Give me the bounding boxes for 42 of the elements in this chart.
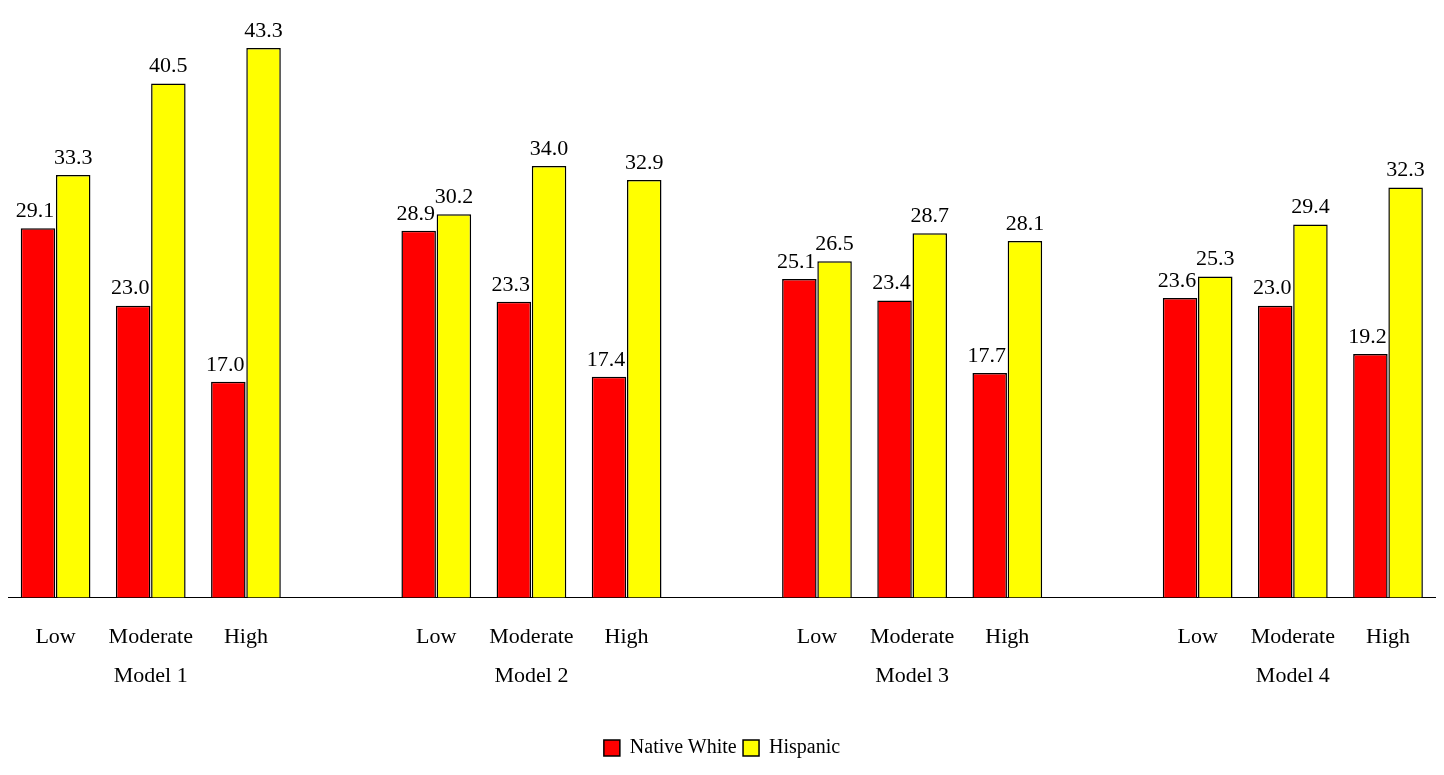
data-label: 23.0 (110, 274, 150, 300)
legend-label: Hispanic (769, 735, 841, 759)
data-label: 34.0 (529, 134, 569, 160)
legend-label: Native White (629, 735, 737, 758)
data-label: 23.0 (1252, 274, 1292, 300)
x-tick-label: Low (796, 622, 838, 648)
data-label: 29.4 (1291, 193, 1330, 219)
x-tick-label: High (1366, 622, 1410, 648)
data-label: 23.6 (1157, 266, 1197, 292)
x-tick-label: Moderate (1250, 622, 1335, 648)
text: Model 3 (875, 662, 950, 688)
data-label: 29.1 (15, 197, 55, 223)
x-tick-label: Low (416, 622, 457, 648)
x-tick-label: High (604, 622, 649, 648)
data-label: 28.1 (1005, 209, 1045, 235)
data-label: 23.4 (872, 269, 911, 295)
text: Model 4 (1255, 662, 1330, 688)
data-label: 28.7 (910, 202, 949, 228)
x-tick-label: Moderate (108, 622, 193, 648)
data-label: 19.2 (1348, 322, 1387, 348)
text: Model 1 (113, 662, 188, 688)
data-label: 17.7 (967, 341, 1006, 367)
data-label: 17.0 (206, 350, 245, 376)
data-label: 28.9 (396, 199, 435, 225)
data-label: 32.3 (1386, 156, 1425, 182)
data-label: 17.4 (586, 345, 626, 371)
data-label: 25.1 (777, 247, 816, 273)
data-label: 43.3 (244, 16, 283, 42)
x-tick-label: Low (1177, 622, 1218, 648)
data-label: 33.3 (53, 143, 93, 169)
x-tick-label: Moderate (869, 622, 955, 648)
text: Model 2 (494, 662, 569, 688)
x-tick-label: High (223, 622, 268, 648)
data-label: 23.3 (491, 270, 531, 296)
data-label: 40.5 (149, 52, 188, 78)
data-label: 25.3 (1196, 245, 1235, 271)
x-tick-label: Moderate (489, 622, 574, 648)
data-label: 30.2 (434, 183, 474, 209)
x-tick-label: High (985, 622, 1030, 648)
x-tick-label: Low (35, 622, 76, 648)
data-label: 26.5 (815, 230, 854, 256)
data-label: 32.9 (624, 148, 664, 174)
